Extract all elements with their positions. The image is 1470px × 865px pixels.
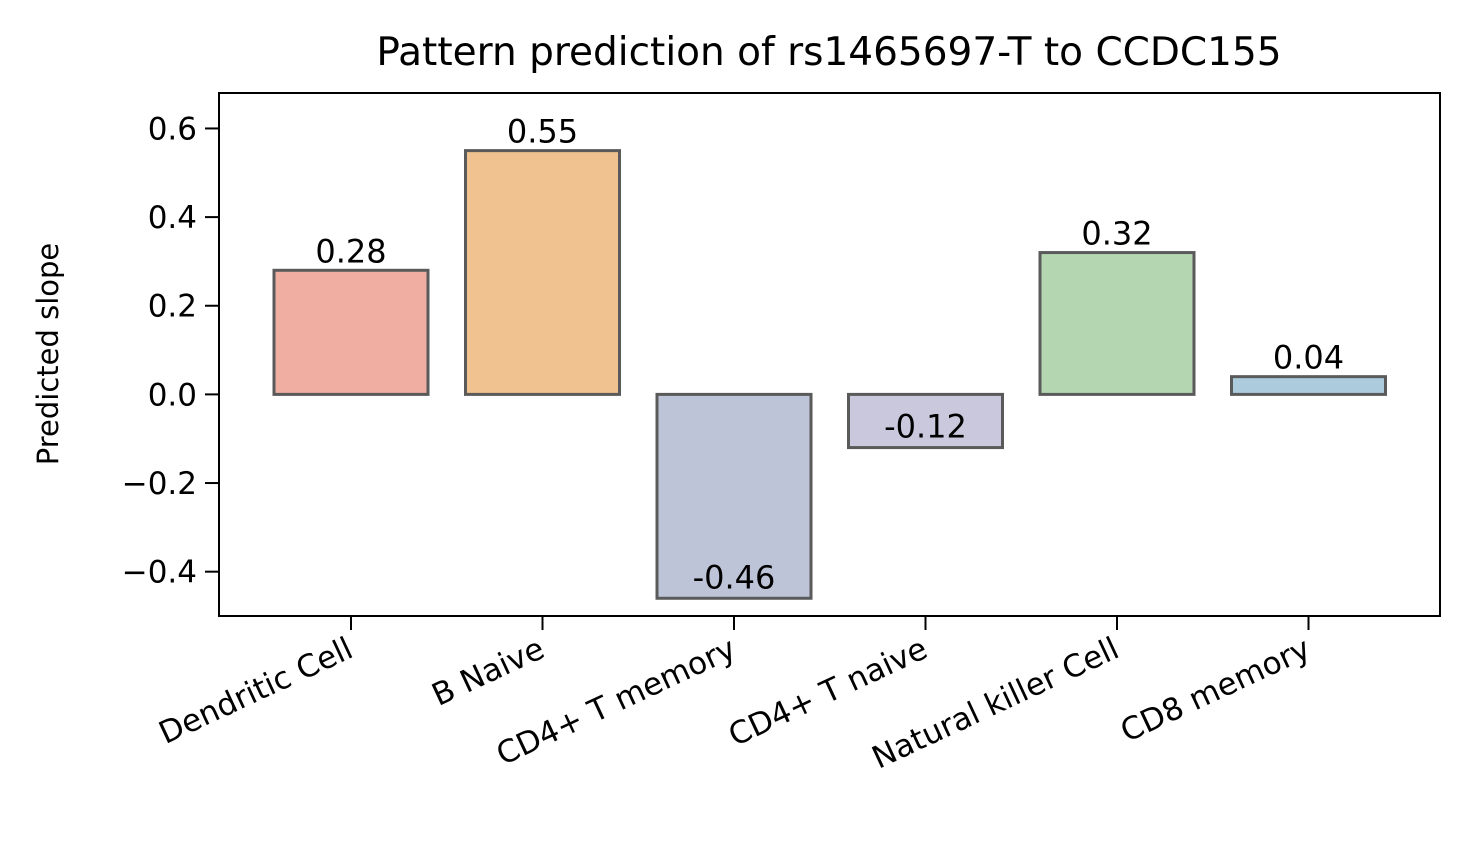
data-label-natural-killer-cell: 0.32 (1081, 215, 1152, 253)
bar-natural-killer-cell (1038, 251, 1196, 396)
data-labels-group: 0.28 0.55 -0.46 -0.12 0.32 0.04 (315, 113, 1344, 597)
y-tick-label: 0.6 (148, 111, 197, 147)
data-label-b-naive: 0.55 (507, 113, 578, 151)
data-label-dendritic-cell: 0.28 (315, 232, 386, 270)
x-tick-label: CD8 memory (1115, 631, 1316, 750)
data-label-cd4-t-naive: -0.12 (884, 408, 967, 446)
chart-title: Pattern prediction of rs1465697-T to CCD… (376, 30, 1281, 75)
y-tick-label: 0.0 (148, 377, 197, 413)
bar-cd4-t-naive (847, 392, 1004, 450)
y-tick-label: 0.2 (148, 289, 197, 325)
y-tick-label: −0.4 (122, 555, 197, 591)
y-axis-label: Predicted slope (31, 243, 65, 466)
bar-b-naive (464, 149, 621, 396)
plot-frame (218, 92, 1441, 617)
x-tick-label: B Naive (427, 631, 550, 714)
bar-cd8-memory (1230, 375, 1387, 396)
bar-cd4-t-memory (655, 392, 813, 600)
y-axis: −0.4 −0.2 0.0 0.2 0.4 0.6 (122, 111, 219, 591)
bars-group (272, 149, 1387, 600)
data-label-cd8-memory: 0.04 (1273, 339, 1344, 377)
y-tick-label: −0.2 (122, 466, 197, 502)
data-label-cd4-t-memory: -0.46 (693, 558, 776, 596)
bar-dendritic-cell (272, 268, 430, 396)
y-tick-label: 0.4 (148, 200, 197, 236)
x-tick-label: Dendritic Cell (154, 631, 359, 752)
